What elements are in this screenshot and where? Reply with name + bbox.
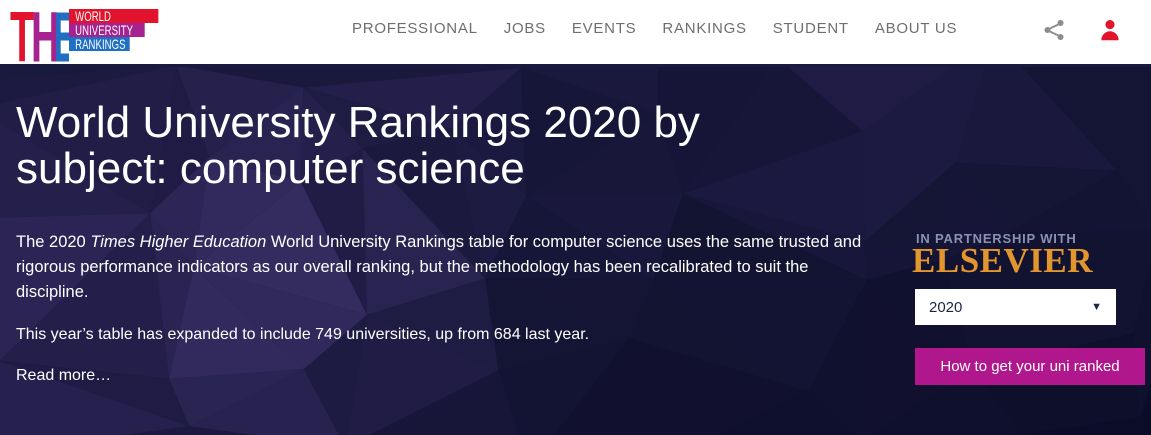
- svg-text:E: E: [54, 3, 69, 63]
